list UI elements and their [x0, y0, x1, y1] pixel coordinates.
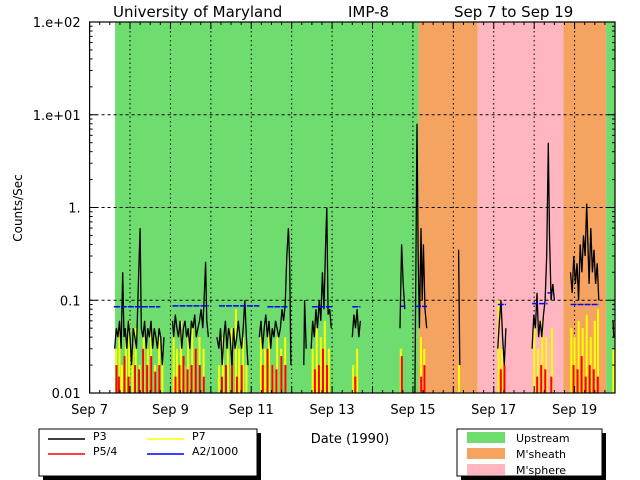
legend-swatch-region	[467, 448, 505, 459]
p3-line	[457, 249, 461, 366]
p3-line	[414, 123, 428, 394]
x-tick-label: Sep 11	[229, 403, 274, 418]
legend-swatch-region	[467, 432, 505, 443]
x-tick-label: Sep 17	[471, 403, 516, 418]
p3-line	[569, 203, 600, 301]
x-tick-label: Sep 15	[390, 403, 435, 418]
y-tick-label: 0.01	[52, 387, 81, 402]
region-msphere	[477, 22, 564, 393]
x-tick-label: Sep 9	[152, 403, 189, 418]
legend-label-p54: P5/4	[93, 445, 117, 458]
region-legend: Upstream M'sheath M'sphere	[456, 428, 606, 480]
p3-line	[351, 309, 362, 338]
legend-swatch-region	[467, 464, 505, 475]
y-tick-label: 1.	[68, 202, 80, 217]
title-spacecraft: IMP-8	[348, 3, 389, 21]
y-tick-label: 1.e+02	[33, 16, 81, 31]
p3-line	[612, 320, 615, 338]
legend-label-a2: A2/1000	[192, 445, 238, 458]
x-tick-label: Sep 19	[552, 403, 597, 418]
p3-line	[114, 228, 165, 366]
y-tick-label: 0.1	[60, 294, 81, 309]
gridlines	[89, 22, 615, 393]
p3-line	[399, 244, 406, 329]
y-tick-label: 1.e+01	[33, 109, 81, 124]
p3-line	[497, 300, 507, 366]
data-marks	[113, 123, 615, 394]
series-legend: P3 P7 P5/4 A2/1000	[38, 428, 261, 480]
p3-line	[171, 261, 210, 349]
x-tick-label: Sep 13	[309, 403, 354, 418]
x-tick-label: Sep 7	[71, 403, 108, 418]
legend-label-p3: P3	[93, 430, 107, 443]
p3-line	[216, 300, 249, 366]
legend-label-region: M'sphere	[516, 464, 566, 477]
title-institution: University of Maryland	[113, 3, 282, 21]
axes: Sep 7 Sep 9 Sep 11 Sep 13 Sep 15 Sep 17 Sep 19…	[33, 16, 616, 418]
p3-line	[258, 228, 292, 366]
title-date-range: Sep 7 to Sep 19	[454, 3, 573, 21]
p3-line	[303, 300, 307, 366]
p3-line	[310, 207, 332, 349]
p3-line	[531, 142, 556, 349]
legend-label-region: M'sheath	[516, 448, 566, 461]
legend-label-region: Upstream	[516, 432, 570, 445]
y-axis-label: Counts/Sec	[11, 174, 25, 242]
legend-label-p7: P7	[192, 430, 206, 443]
x-axis-label: Date (1990)	[311, 432, 389, 447]
